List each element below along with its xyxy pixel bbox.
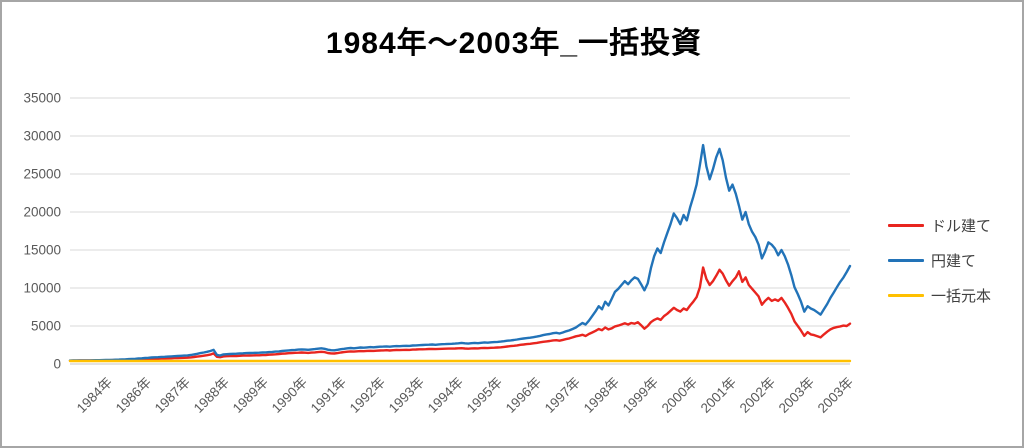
x-tick-label-15: 2000年	[659, 375, 700, 416]
x-tick-label-6: 1991年	[308, 375, 349, 416]
y-tick-label-10000: 10000	[23, 281, 61, 296]
y-tick-label-20000: 20000	[23, 205, 61, 220]
legend-item-yen[interactable]: 円建て	[888, 249, 1018, 271]
x-tick-label-14: 1999年	[620, 375, 661, 416]
y-tick-label-0: 0	[53, 357, 61, 372]
y-tick-label-30000: 30000	[23, 129, 61, 144]
legend-line-swatch-principal	[888, 293, 924, 297]
y-tick-label-5000: 5000	[31, 319, 61, 334]
x-tick-label-4: 1989年	[230, 375, 271, 416]
x-tick-label-0: 1984年	[74, 375, 115, 416]
y-tick-label-15000: 15000	[23, 243, 61, 258]
x-tick-label-8: 1993年	[386, 375, 427, 416]
chart-title: 1984年～2003年_一括投資	[325, 27, 703, 60]
y-tick-label-25000: 25000	[23, 167, 61, 182]
x-tick-label-11: 1996年	[503, 375, 544, 416]
legend-label-yen: 円建て	[931, 252, 977, 270]
y-tick-label-35000: 35000	[23, 91, 61, 106]
legend-item-dollar[interactable]: ドル建て	[888, 214, 1018, 236]
x-tick-label-1: 1986年	[113, 375, 154, 416]
x-tick-label-13: 1998年	[581, 375, 622, 416]
x-tick-label-16: 2001年	[698, 375, 739, 416]
series-line-0[interactable]	[68, 266, 852, 362]
x-tick-label-10: 1995年	[464, 375, 505, 416]
x-tick-label-9: 1994年	[425, 375, 466, 416]
x-tick-label-17: 2002年	[737, 375, 778, 416]
legend-line-swatch-yen	[888, 258, 924, 262]
legend: ドル建て 円建て 一括元本	[888, 214, 1018, 319]
legend-label-principal: 一括元本	[931, 287, 992, 305]
x-tick-label-12: 1997年	[542, 375, 583, 416]
x-tick-label-5: 1990年	[269, 375, 310, 416]
x-tick-label-7: 1992年	[347, 375, 388, 416]
series-line-1[interactable]	[68, 143, 852, 362]
x-tick-label-19: 2003年	[815, 375, 856, 416]
x-tick-label-18: 2003年	[776, 375, 817, 416]
legend-label-dollar: ドル建て	[931, 217, 992, 235]
legend-line-swatch-dollar	[888, 223, 924, 227]
x-tick-label-3: 1988年	[191, 375, 232, 416]
x-tick-label-2: 1987年	[152, 375, 193, 416]
legend-item-principal[interactable]: 一括元本	[888, 284, 1018, 306]
